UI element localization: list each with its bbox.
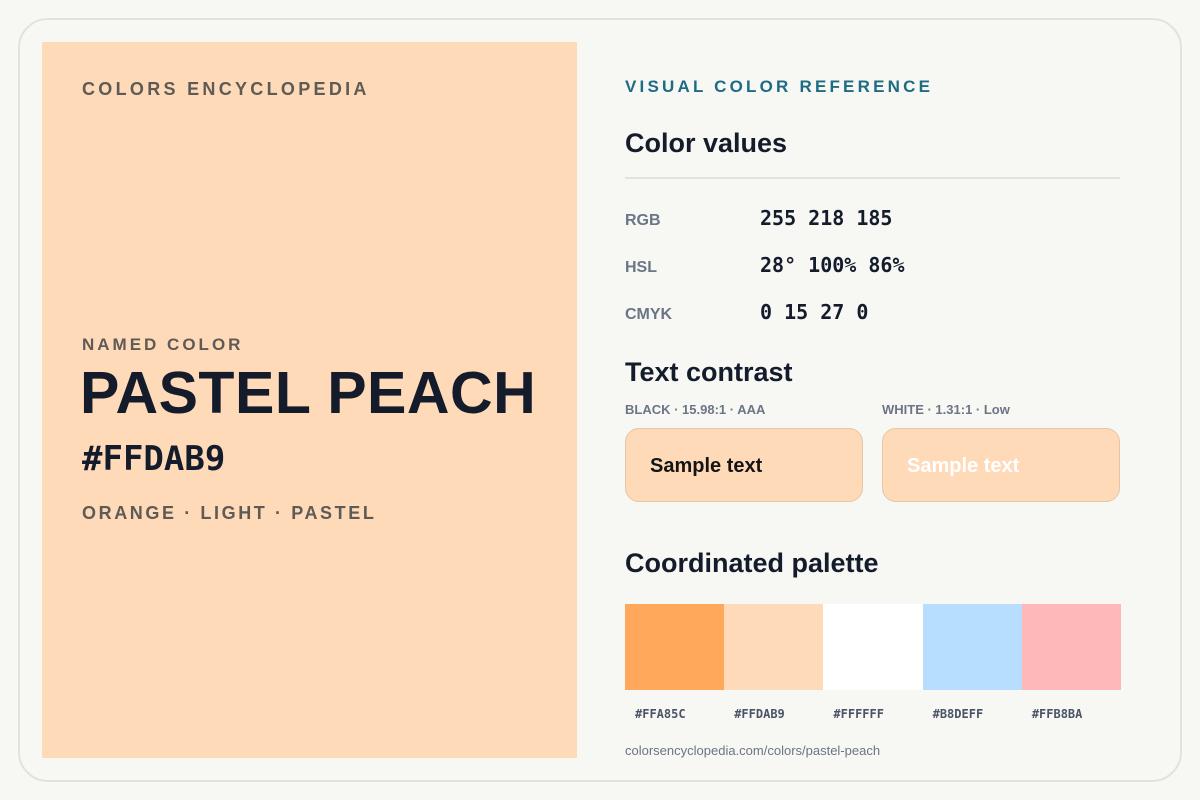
palette-chip-hex: #FFFFFF (833, 707, 884, 721)
contrast-label: WHITE · 1.31:1 · Low (882, 402, 1010, 417)
color-swatch-panel: COLORS ENCYCLOPEDIA NAMED COLOR PASTEL P… (42, 42, 577, 758)
palette-chip-hex: #FFA85C (635, 707, 686, 721)
reference-kicker: VISUAL COLOR REFERENCE (625, 77, 934, 96)
palette-chip (724, 604, 824, 690)
reference-panel: VISUAL COLOR REFERENCE Color values RGB … (625, 0, 1122, 800)
palette-chip (1021, 604, 1122, 690)
value-label: CMYK (625, 306, 673, 323)
color-hex: #FFDAB9 (82, 439, 226, 479)
palette-chip (823, 604, 923, 690)
color-tags: ORANGE · LIGHT · PASTEL (82, 503, 377, 523)
palette-labels: #FFA85C #FFDAB9 #FFFFFF #B8DEFF #FFB8BA (625, 707, 1121, 721)
value-text: 0 15 27 0 (760, 300, 869, 324)
palette-chip-hex: #FFDAB9 (734, 707, 785, 721)
palette-chip (922, 604, 1022, 690)
value-row-hsl: HSL 28° 100% 86% (625, 253, 1120, 283)
color-values-heading: Color values (625, 128, 788, 158)
contrast-sample-box: Sample text (882, 428, 1120, 502)
contrast-white: WHITE · 1.31:1 · Low Sample text (882, 402, 1120, 502)
palette-chip-hex: #FFB8BA (1031, 707, 1083, 721)
brand-name: COLORS ENCYCLOPEDIA (82, 79, 370, 99)
contrast-black: BLACK · 15.98:1 · AAA Sample text (625, 402, 863, 502)
value-text: 255 218 185 (760, 206, 893, 230)
color-name: PASTEL PEACH (80, 360, 537, 426)
sample-text: Sample text (907, 455, 1020, 477)
contrast-sample-box: Sample text (625, 428, 863, 502)
text-contrast-heading: Text contrast (625, 357, 793, 387)
palette-heading: Coordinated palette (625, 548, 879, 578)
palette-chip (625, 604, 725, 690)
value-text: 28° 100% 86% (760, 253, 905, 277)
contrast-label: BLACK · 15.98:1 · AAA (625, 402, 766, 417)
source-url: colorsencyclopedia.com/colors/pastel-pea… (625, 743, 881, 758)
named-color-label: NAMED COLOR (82, 335, 244, 354)
sample-text: Sample text (650, 455, 763, 477)
value-label: HSL (625, 259, 657, 276)
value-row-rgb: RGB 255 218 185 (625, 206, 1120, 236)
palette-chip-hex: #B8DEFF (932, 707, 984, 721)
value-label: RGB (625, 212, 661, 229)
palette-swatches (625, 604, 1122, 690)
divider (625, 177, 1120, 179)
value-row-cmyk: CMYK 0 15 27 0 (625, 300, 1120, 330)
